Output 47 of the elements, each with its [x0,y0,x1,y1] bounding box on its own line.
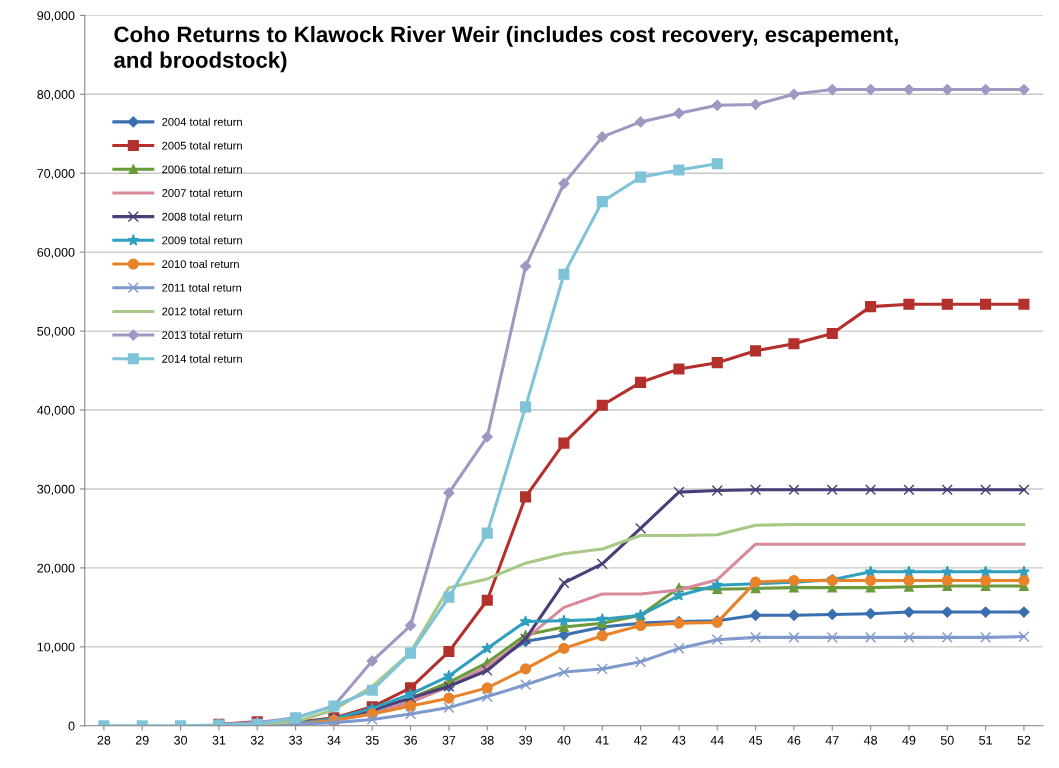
x-tick-label: 43 [672,735,686,745]
x-tick-label: 35 [365,735,379,745]
legend-label: 2009 total return [162,236,242,245]
x-tick-label: 34 [327,735,341,745]
y-tick-label: 70,000 [37,169,75,180]
y-tick-label: 60,000 [37,247,75,259]
legend-label: 2005 total return [162,141,242,150]
x-tick-label: 32 [250,735,264,745]
x-tick-label: 51 [979,735,992,745]
x-tick-label: 36 [404,735,417,745]
x-tick-label: 39 [519,735,532,745]
text: Coho Returns to Klawock River Weir (includes cost recovery, escapement, and broodstock) [114,26,898,73]
x-tick-label: 33 [289,735,302,745]
x-tick-label: 44 [710,735,724,745]
legend-label: 2010 toal return [162,259,239,269]
x-tick-label: 29 [135,735,149,745]
y-tick-label: 20,000 [37,563,75,575]
y-tick-label: 40,000 [37,405,75,417]
x-tick-label: 42 [633,735,647,745]
y-tick-label: 50,000 [37,326,75,338]
legend-label: 2004 total return [162,117,242,126]
x-tick-label: 41 [595,735,609,745]
legend-label: 2011 total return [162,283,242,292]
x-tick-label: 45 [748,735,763,745]
x-tick-label: 40 [557,735,571,745]
y-tick-label: 0 [68,721,75,731]
x-tick-label: 48 [863,735,878,745]
x-tick-label: 38 [480,735,494,745]
x-tick-label: 47 [825,735,839,745]
x-tick-label: 49 [902,735,916,745]
legend-label: 2014 total return [162,354,242,363]
x-tick-label: 52 [1017,735,1031,745]
x-tick-label: 46 [787,735,801,745]
legend-label: 2006 total return [162,165,242,174]
x-tick-label: 31 [212,735,226,745]
legend-label: 2013 total return [162,330,242,340]
x-tick-label: 28 [97,735,111,745]
x-tick-label: 30 [174,735,188,745]
y-tick-label: 10,000 [37,642,75,653]
x-tick-label: 50 [940,735,954,745]
legend-label: 2007 total return [162,188,242,197]
y-tick-label: 90,000 [37,11,75,22]
y-tick-label: 30,000 [37,484,75,496]
legend-label: 2008 total return [162,212,242,221]
x-tick-label: 37 [442,735,456,745]
legend-label: 2012 total return [162,307,242,316]
y-tick-label: 80,000 [37,90,75,101]
